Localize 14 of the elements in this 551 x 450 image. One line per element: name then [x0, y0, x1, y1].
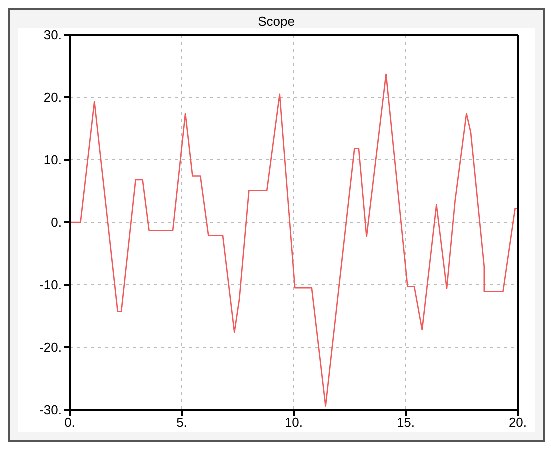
x-tick-label: 5. [176, 415, 188, 430]
y-tick-label: -20. [40, 340, 62, 356]
x-tick-label: 20. [508, 415, 528, 430]
x-tick-label: 0. [64, 415, 76, 430]
y-tick-label: -10. [40, 278, 62, 293]
y-tick-label: 20. [44, 90, 62, 106]
y-tick-label: -30. [40, 402, 62, 418]
chart-title: Scope [257, 14, 296, 29]
x-tick-label: 15. [396, 415, 416, 430]
y-tick-label: 0. [51, 215, 62, 230]
line-series [70, 74, 518, 407]
y-tick-label: 30. [44, 28, 62, 43]
x-tick-label: 10. [284, 415, 304, 430]
y-tick-label: 10. [44, 152, 62, 168]
